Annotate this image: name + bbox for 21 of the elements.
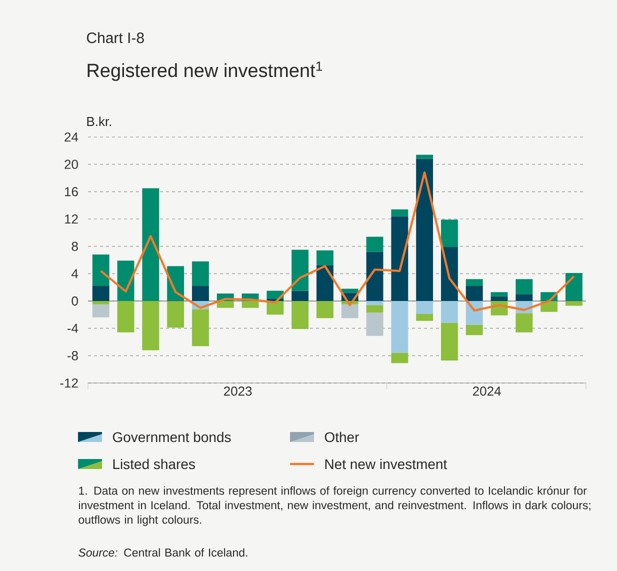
y-axis-title: B.kr. [87, 116, 112, 126]
legend-label: Listed shares [113, 458, 195, 470]
y-tick-label: 4 [72, 269, 78, 278]
y-tick-label: 8 [72, 242, 78, 251]
x-tick-label: 2024 [473, 386, 501, 396]
y-tick-label: 24 [64, 132, 78, 142]
legend-label: Other [324, 432, 359, 442]
y-tick-label: -8 [67, 351, 78, 360]
y-tick-label: 16 [65, 187, 78, 196]
y-tick-label: -4 [67, 324, 78, 333]
y-tick-label: 12 [65, 214, 78, 224]
y-tick-label: 20 [64, 160, 78, 169]
legend-label: Government bonds [112, 432, 231, 442]
text: 1. Data on new investments represent inflows of foreign currency converted to Icelandic krónur for investment in Iceland. Total investment, new investment, and reinvestment. Inflows in dark colours; outflows in light colours. [78, 486, 590, 526]
x-tick-label: 2023 [224, 386, 252, 396]
y-tick-label: 0 [72, 296, 78, 306]
chart-title: Registered new investment$^{1}$ [88, 62, 322, 81]
chart-subtitle: Chart I-8 [86, 32, 144, 44]
y-tick-label: -12 [60, 378, 78, 388]
text: Source: Central Bank of Iceland. [78, 548, 248, 557]
legend-label: Net new investment [325, 458, 448, 470]
